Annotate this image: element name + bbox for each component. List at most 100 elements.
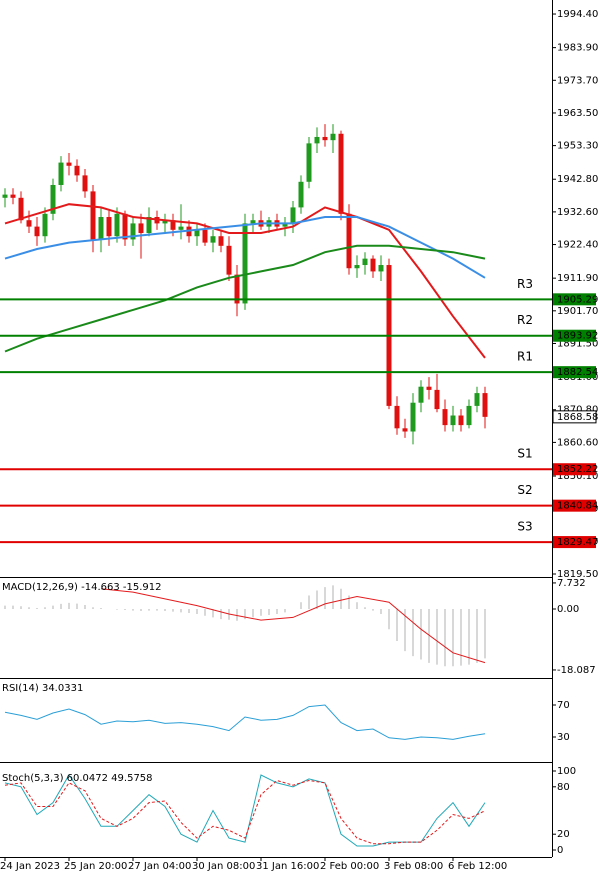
y-tick-label: 1973.70 xyxy=(557,75,598,86)
y-tick-label: 1901.70 xyxy=(557,306,598,317)
price-box xyxy=(553,366,596,379)
indicator-line xyxy=(4,203,486,359)
candle-body xyxy=(114,213,120,237)
candle-body xyxy=(250,220,256,224)
y-tick-label: 20 xyxy=(557,829,570,840)
y-tick-label: 0.00 xyxy=(557,604,579,615)
candle-body xyxy=(2,194,8,198)
candle-body xyxy=(346,213,352,269)
current-price-box xyxy=(552,410,597,424)
price-box xyxy=(553,463,596,476)
candle-body xyxy=(226,245,232,275)
candle-body xyxy=(402,428,408,432)
current-price-label: 1868.58 xyxy=(557,412,598,423)
candle-body xyxy=(178,226,184,230)
candle-body xyxy=(74,165,80,176)
candle-body xyxy=(170,220,176,230)
pivot-label: S3 xyxy=(517,520,532,534)
candle-body xyxy=(474,393,480,406)
price-box-label: 1829.47 xyxy=(557,537,598,548)
candle-body xyxy=(418,386,424,403)
price-box-label: 1852.22 xyxy=(557,464,598,475)
y-tick-label: 1942.80 xyxy=(557,174,598,185)
candle-body xyxy=(210,236,216,243)
y-tick-label: 1932.60 xyxy=(557,207,598,218)
candle-body xyxy=(18,197,24,221)
candle-body xyxy=(90,191,96,240)
candle-body xyxy=(122,213,128,240)
indicator-line xyxy=(4,704,486,740)
candle-body xyxy=(58,162,64,185)
price-box-label: 1882.54 xyxy=(557,367,598,378)
indicator-line xyxy=(4,779,486,845)
price-box-label: 1905.29 xyxy=(557,294,598,305)
price-box xyxy=(553,536,596,549)
candle-body xyxy=(50,184,56,214)
candle-body xyxy=(378,265,384,272)
indicator-title: RSI(14) 34.0331 xyxy=(2,683,83,694)
y-tick-label: 30 xyxy=(557,732,570,743)
price-box-label: 1840.84 xyxy=(557,501,598,512)
candle-body xyxy=(482,393,488,417)
candle-body xyxy=(314,136,320,144)
x-tick-label: 25 Jan 20:00 xyxy=(64,861,127,872)
x-tick-label: 31 Jan 16:00 xyxy=(256,861,319,872)
candle-body xyxy=(106,217,112,237)
y-tick-label: 1922.40 xyxy=(557,240,598,251)
candle-body xyxy=(426,386,432,390)
y-tick-label: 0 xyxy=(557,845,563,856)
candle-body xyxy=(290,207,296,224)
candle-body xyxy=(34,226,40,237)
candle-body xyxy=(242,223,248,304)
candle-body xyxy=(98,217,104,240)
y-tick-label: -18.087 xyxy=(557,665,596,676)
candle-body xyxy=(434,389,440,410)
candle-body xyxy=(322,136,328,141)
pivot-label: R3 xyxy=(517,277,533,291)
indicator-line xyxy=(4,216,486,279)
candle-body xyxy=(282,223,288,227)
candle-body xyxy=(234,274,240,304)
y-tick-label: 1891.50 xyxy=(557,338,598,349)
y-tick-label: 80 xyxy=(557,782,570,793)
candle-body xyxy=(458,415,464,426)
candle-body xyxy=(10,194,16,198)
price-box-label: 1893.92 xyxy=(557,331,598,342)
x-tick-label: 30 Jan 08:00 xyxy=(192,861,255,872)
y-tick-label: 1983.90 xyxy=(557,43,598,54)
candle-body xyxy=(442,409,448,426)
candle-body xyxy=(466,405,472,426)
candle-body xyxy=(162,220,168,224)
candle-body xyxy=(394,405,400,429)
y-tick-label: 1953.30 xyxy=(557,141,598,152)
indicator-title: Stoch(5,3,3) 60.0472 49.5758 xyxy=(2,773,153,784)
candle-body xyxy=(410,402,416,432)
pivot-label: S1 xyxy=(517,447,532,461)
y-tick-label: 1870.80 xyxy=(557,405,598,416)
candle-body xyxy=(354,265,360,269)
price-box xyxy=(553,293,596,306)
y-tick-label: 1911.90 xyxy=(557,273,598,284)
y-tick-label: 1963.50 xyxy=(557,108,598,119)
y-tick-label: 7.732 xyxy=(557,578,586,589)
y-tick-label: 1850.10 xyxy=(557,471,598,482)
x-tick-label: 3 Feb 08:00 xyxy=(384,861,443,872)
x-tick-label: 2 Feb 00:00 xyxy=(320,861,379,872)
candle-body xyxy=(330,133,336,141)
pivot-label: S2 xyxy=(517,483,532,497)
candle-body xyxy=(146,217,152,234)
candle-body xyxy=(306,143,312,182)
candle-body xyxy=(370,258,376,272)
candle-body xyxy=(26,220,32,227)
candle-body xyxy=(362,258,368,266)
candle-body xyxy=(338,133,344,214)
candle-body xyxy=(202,229,208,243)
candle-body xyxy=(66,162,72,166)
candle-body xyxy=(194,229,200,237)
candle-body xyxy=(298,181,304,208)
y-tick-label: 1860.60 xyxy=(557,437,598,448)
indicator-title: MACD(12,26,9) -14.663 -15.912 xyxy=(2,582,162,593)
y-tick-label: 70 xyxy=(557,700,570,711)
indicator-line xyxy=(4,244,486,353)
